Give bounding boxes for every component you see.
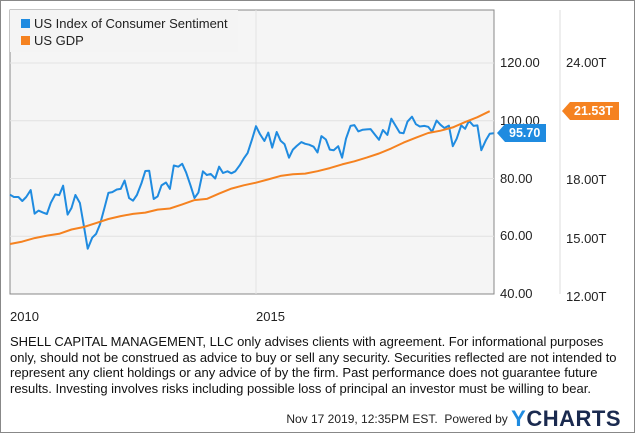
- legend-item-us-gdp[interactable]: US GDP: [21, 33, 84, 48]
- right-axis-tick-label: 15.00T: [566, 230, 607, 246]
- legend-label: US Index of Consumer Sentiment: [34, 16, 228, 31]
- legend-label: US GDP: [34, 33, 84, 48]
- left-axis-tick-label: 60.00: [500, 228, 533, 244]
- x-axis-tick-label: 2015: [256, 309, 285, 324]
- footer: Nov 17 2019, 12:35PM EST. Powered by YCH…: [286, 406, 621, 432]
- left-axis-tick-label: 100.00: [500, 112, 540, 128]
- right-axis-tick-label: 18.00T: [566, 172, 607, 187]
- plot-area: [9, 9, 495, 295]
- disclaimer-text: SHELL CAPITAL MANAGEMENT, LLC only advis…: [10, 334, 617, 396]
- ycharts-logo[interactable]: YCHARTS: [511, 406, 621, 431]
- right-axis-tick-label: 24.00T: [566, 55, 607, 70]
- x-axis-tick-label: 2010: [10, 309, 39, 324]
- last-value-callout-sentiment: 95.70: [496, 124, 547, 143]
- timestamp: Nov 17 2019, 12:35PM EST.: [286, 412, 438, 426]
- powered-by-label: Powered by: [444, 412, 508, 426]
- series-line-consumer-sentiment[interactable]: [9, 115, 494, 250]
- left-axis-tick-label: 40.00: [500, 286, 533, 301]
- left-axis-tick-label: 80.00: [500, 170, 533, 186]
- legend-swatch-consumer-sentiment: [21, 19, 30, 28]
- legend-swatch-us-gdp: [21, 36, 30, 45]
- right-axis-tick-label: 12.00T: [566, 289, 607, 304]
- legend: US Index of Consumer Sentiment US GDP: [10, 10, 238, 52]
- series-line-us-gdp[interactable]: [9, 110, 491, 245]
- last-value-callout-gdp: 21.53T: [562, 102, 619, 121]
- legend-item-consumer-sentiment[interactable]: US Index of Consumer Sentiment: [21, 16, 228, 31]
- left-axis-tick-label: 120.00: [500, 55, 540, 70]
- series-layer: [9, 110, 494, 250]
